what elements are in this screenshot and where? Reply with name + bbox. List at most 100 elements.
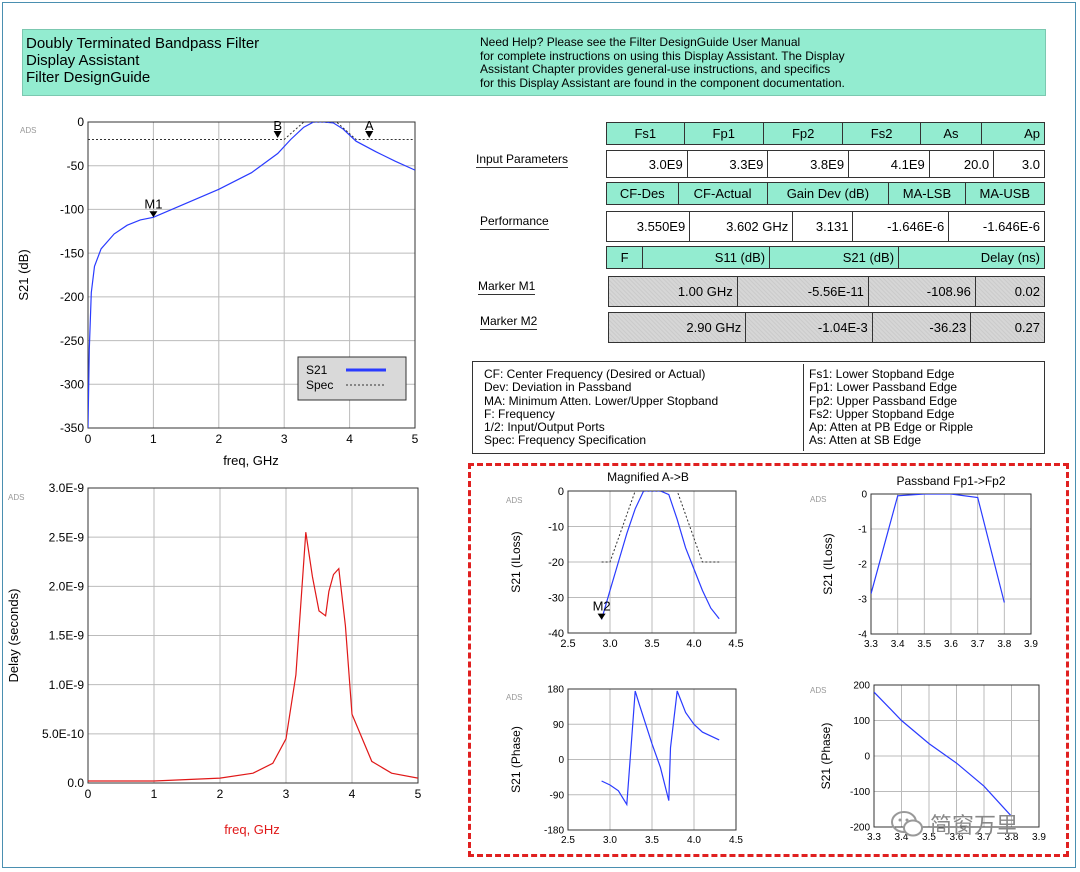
abbrev-line: Dev: Deviation in Passband xyxy=(484,380,632,395)
y-tick-label: -1 xyxy=(858,525,867,536)
series-line-phase xyxy=(601,690,720,807)
abbrev-line: Spec: Frequency Specification xyxy=(484,433,647,448)
y-tick-label: 2.5E-9 xyxy=(49,530,85,544)
value-cell[interactable]: 4.1E9 xyxy=(848,150,930,178)
y-tick-label: -180 xyxy=(544,826,564,837)
value-cell: -1.646E-6 xyxy=(948,211,1045,242)
abbrev-line: Fp2: Upper Passband Edge xyxy=(809,393,958,408)
header-cell: Ap xyxy=(981,122,1045,145)
value-cell: 1.00 GHz xyxy=(608,276,738,307)
phase-ab-chart[interactable]: 2.5 3.0 3.5 4.0 4.5 180 90 0 -90 -180 ADS S21 (Phas… xyxy=(480,672,770,857)
header-title: Doubly Terminated Bandpass Filter Displa… xyxy=(26,35,259,86)
highlight-dashed-box xyxy=(468,463,1069,857)
abbreviations-box: CF: Center Frequency (Desired or Actual)… xyxy=(472,361,1045,454)
watermark: 简窗万里 xyxy=(890,808,1018,840)
marker-label: B xyxy=(273,118,282,133)
abbrev-line: As: Atten at SB Edge xyxy=(809,433,922,448)
watermark-text: 简窗万里 xyxy=(930,813,1019,838)
x-tick-label: 3 xyxy=(283,787,290,801)
delay-chart[interactable]: 0 1 2 3 4 5 0.0 5.0E-10 1.0E-9 1.5E-9 2.0E-9 2.5E-9… xyxy=(0,478,440,848)
x-tick-label: 3.9 xyxy=(1032,832,1046,843)
abbrev-line: MA: Minimum Atten. Lower/Upper Stopband xyxy=(484,393,719,408)
abbrev-line: Ap: Atten at PB Edge or Ripple xyxy=(809,420,974,435)
y-tick-label: 0.0 xyxy=(67,776,84,790)
y-tick-label: -3 xyxy=(858,595,867,606)
abbrev-line: Fs1: Lower Stopband Edge xyxy=(809,367,955,381)
wechat-icon xyxy=(891,811,923,837)
value-cell[interactable]: 3.0E9 xyxy=(606,150,688,178)
value-cell: -108.96 xyxy=(867,276,976,307)
abbrev-line: F: Frequency xyxy=(484,406,555,421)
x-tick-label: 5 xyxy=(412,432,419,446)
x-tick-label: 3.5 xyxy=(917,639,931,650)
x-tick-label: 3.6 xyxy=(950,832,964,843)
header-title-line: Doubly Terminated Bandpass Filter xyxy=(26,35,260,52)
x-tick-label: 4.5 xyxy=(729,835,743,846)
x-tick-label: 3.7 xyxy=(977,832,991,843)
header-cell: S11 (dB) xyxy=(642,246,771,269)
y-tick-label: -40 xyxy=(548,628,564,640)
y-tick-label: 100 xyxy=(853,716,870,727)
y-tick-label: -300 xyxy=(60,377,84,391)
x-tick-label: 3.0 xyxy=(602,638,617,650)
chart-title: Magnified A->B xyxy=(607,470,689,484)
y-tick-label: -90 xyxy=(550,790,565,801)
passband-chart[interactable]: 3.3 3.4 3.5 3.6 3.7 3.8 3.9 0 -1 -2 -3 -4 ADS Passban… xyxy=(790,468,1060,658)
input-parameters-table: Fs1 Fp1 Fp2 Fs2 As Ap xyxy=(606,122,1045,145)
x-tick-label: 5 xyxy=(415,787,422,801)
header-cell: S21 (dB) xyxy=(769,246,900,269)
series-line-phase xyxy=(874,691,1012,817)
abbrev-line: Fp1: Lower Passband Edge xyxy=(809,380,958,395)
value-cell[interactable]: 20.0 xyxy=(928,150,995,178)
y-tick-label: -2 xyxy=(858,560,867,571)
y-tick-label: -100 xyxy=(60,203,84,217)
abbrev-line: CF: Center Frequency (Desired or Actual) xyxy=(484,367,706,381)
magnified-ab-chart[interactable]: 2.5 3.0 3.5 4.0 4.5 0 -10 -20 -30 -40 ADS Magnified… xyxy=(480,468,770,658)
value-cell[interactable]: 3.3E9 xyxy=(686,150,769,178)
x-tick-label: 4.0 xyxy=(687,835,701,846)
y-tick-label: 0 xyxy=(558,755,564,766)
value-cell: 0.02 xyxy=(974,276,1046,307)
x-tick-label: 3.5 xyxy=(922,832,936,843)
marker-triangle xyxy=(273,131,282,138)
ads-tag: ADS xyxy=(810,686,826,695)
value-cell[interactable]: 3.0 xyxy=(993,150,1045,178)
x-tick-label: 0 xyxy=(85,787,92,801)
y-axis-label: Delay (seconds) xyxy=(6,589,21,683)
y-tick-label: 180 xyxy=(547,685,564,696)
x-tick-label: 3.5 xyxy=(644,638,659,650)
series-line-s21 xyxy=(88,122,415,428)
plot-border xyxy=(87,487,419,784)
marker-label: M1 xyxy=(144,196,162,211)
table-header-row: F S11 (dB) S21 (dB) Delay (ns) xyxy=(605,246,1045,269)
header-cell: Fp1 xyxy=(683,122,764,145)
x-tick-label: 0 xyxy=(85,432,92,446)
s21-chart[interactable]: 0 1 2 3 4 5 0 -50 -100 -150 -200 -250 -300 -350 ADS fre… xyxy=(0,108,440,478)
y-tick-label: 0 xyxy=(864,752,870,763)
y-tick-label: -350 xyxy=(60,421,84,435)
series-line-delay xyxy=(88,532,418,782)
marker-triangle xyxy=(149,211,158,218)
phase-passband-chart[interactable]: 3.3 3.4 3.5 3.6 3.7 3.8 3.9 200 100 0 -100 -200 ADS S… xyxy=(790,672,1060,857)
x-tick-label: 2.5 xyxy=(560,638,575,650)
header-cell: MA-USB xyxy=(964,182,1046,205)
x-tick-label: 3.5 xyxy=(645,835,659,846)
y-tick-label: 3.0E-9 xyxy=(49,481,85,495)
y-tick-label: -50 xyxy=(67,159,85,173)
header-cell: CF-Des xyxy=(606,182,679,205)
x-tick-label: 4.5 xyxy=(728,638,743,650)
plot-border xyxy=(873,684,1040,828)
input-parameters-values: 3.0E9 3.3E9 3.8E9 4.1E9 20.0 3.0 xyxy=(606,150,1045,178)
x-tick-label: 3.7 xyxy=(971,639,985,650)
y-tick-label: 0 xyxy=(861,490,867,501)
value-cell: -1.646E-6 xyxy=(852,211,950,242)
header-cell: Fp2 xyxy=(762,122,844,145)
y-tick-label: 200 xyxy=(853,681,870,692)
legend-label: Spec xyxy=(306,378,333,392)
value-cell[interactable]: 3.8E9 xyxy=(767,150,850,178)
y-tick-label: -250 xyxy=(60,334,84,348)
x-tick-label: 1 xyxy=(151,787,158,801)
x-tick-label: 3.8 xyxy=(1005,832,1019,843)
x-tick-label: 4 xyxy=(346,432,353,446)
